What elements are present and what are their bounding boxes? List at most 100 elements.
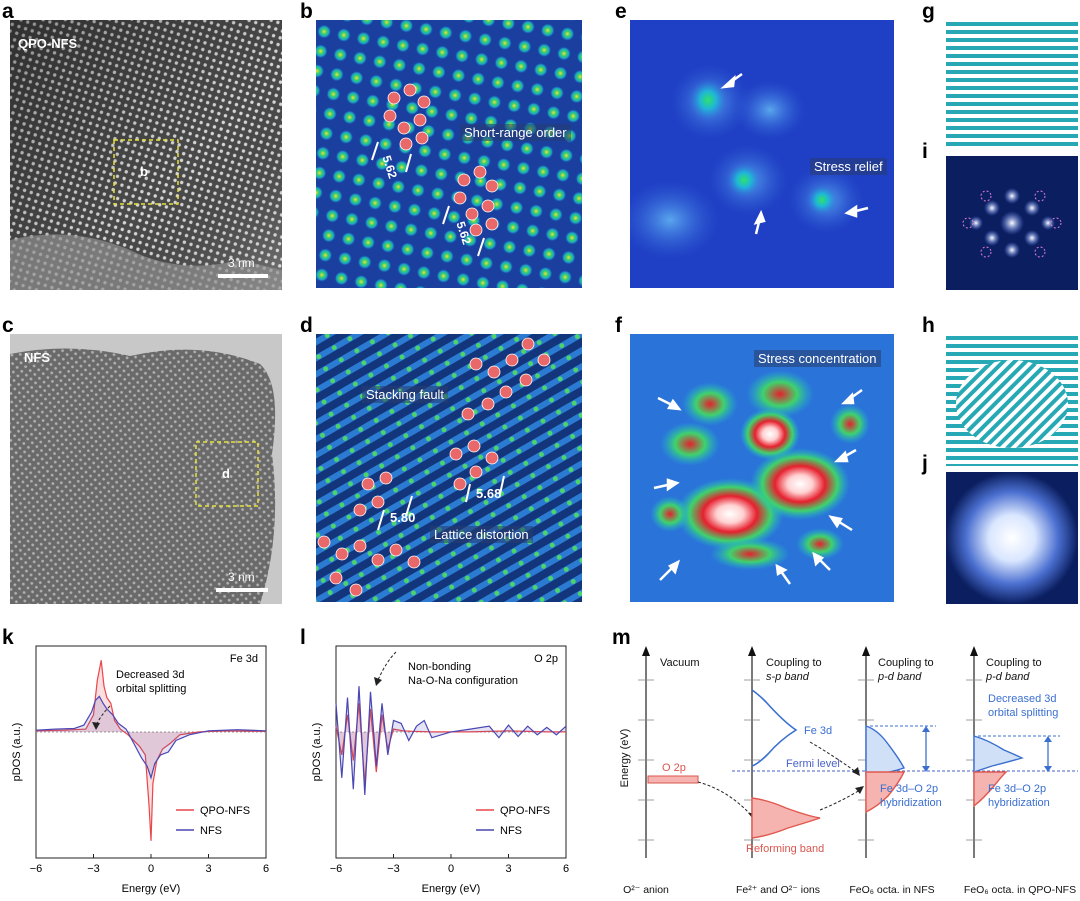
annotation-line-2: Na-O-Na configuration xyxy=(408,675,518,687)
panel-letter-g: g xyxy=(922,0,935,23)
atomic-map-short-range-order: Short-range order 5.62 5.62 xyxy=(316,20,582,288)
annotation-arrowhead xyxy=(92,722,100,730)
scale-bar-a xyxy=(218,274,268,278)
panel-letter-d: d xyxy=(300,314,313,337)
strain-map-stress-concentration: Stress concentration xyxy=(630,334,894,602)
col4-title-2: p-d band xyxy=(985,671,1030,683)
y-axis-label: pDOS (a.u.) xyxy=(11,723,23,782)
energy-axis xyxy=(642,646,650,858)
x-tick-label: 6 xyxy=(263,863,269,875)
pdos-chart-fe3d: −6 −3 0 3 6 Energy (eV) pDOS (a.u.) QPO-NFS NFS F… xyxy=(11,645,269,895)
zoom-box-label-b: b xyxy=(140,164,148,179)
series-line-nfs xyxy=(335,686,567,796)
decreased-line1: Decreased 3d xyxy=(988,693,1057,705)
label-short-range-order: Short-range order xyxy=(460,124,571,141)
x-label-3: FeO₆ octa. in NFS xyxy=(849,884,934,896)
scale-bar-c xyxy=(216,588,268,592)
label-stress-relief: Stress relief xyxy=(810,158,887,175)
chart-title: Fe 3d xyxy=(230,653,258,665)
panel-letter-j: j xyxy=(922,452,928,475)
vacuum-label: Vacuum xyxy=(660,657,700,669)
panel-letter-b: b xyxy=(300,0,313,23)
col4-title-1: Coupling to xyxy=(986,657,1042,669)
legend-label: QPO-NFS xyxy=(200,805,250,817)
series-line-qpo-nfs xyxy=(35,660,267,841)
hyb2-line1: Fe 3d–O 2p xyxy=(988,783,1046,795)
annotation-line-1: Non-bonding xyxy=(408,661,471,673)
y-axis-label: pDOS (a.u.) xyxy=(311,723,323,782)
col3-title-1: Coupling to xyxy=(878,657,934,669)
fringe-image-qpo-nfs xyxy=(946,20,1078,150)
fft-pattern-qpo-nfs xyxy=(946,156,1078,290)
chart-title: O 2p xyxy=(534,653,558,665)
fermi-level-label: Fermi level xyxy=(786,758,840,770)
x-tick-label: 6 xyxy=(563,863,569,875)
col3-title-2: p-d band xyxy=(877,671,922,683)
scale-bar-label-a: 3 nm xyxy=(228,256,255,270)
x-label-4: FeO₆ octa. in QPO-NFS xyxy=(964,884,1076,896)
hyb2-line2: hybridization xyxy=(988,797,1050,809)
x-tick-label: −3 xyxy=(87,863,100,875)
x-label-2: Fe²⁺ and O²⁻ ions xyxy=(736,884,820,896)
tem-image-qpo-nfs: QPO-NFS b 3 nm xyxy=(10,20,282,290)
legend-label: QPO-NFS xyxy=(500,805,550,817)
label-lattice-distortion: Lattice distortion xyxy=(430,526,533,543)
sample-label-nfs: NFS xyxy=(24,350,50,365)
distance-label-d1: 5.80 xyxy=(390,510,416,525)
series-fill-nfs xyxy=(36,696,266,778)
x-tick-label: 3 xyxy=(505,863,511,875)
panel-letter-h: h xyxy=(922,314,935,337)
tem-image-nfs: NFS d 3 nm xyxy=(10,334,282,604)
annotation-text: Decreased 3d orbital splitting xyxy=(116,669,186,695)
reforming-band-label: Reforming band xyxy=(746,843,824,855)
o2p-band-nfs xyxy=(865,771,906,814)
panel-letter-a: a xyxy=(2,0,14,23)
hyb1-line1: Fe 3d–O 2p xyxy=(880,783,938,795)
band-diagram: Energy (eV) Vacuum Coupling to s-p band … xyxy=(619,646,1078,896)
legend-label: NFS xyxy=(500,825,522,837)
fringe-image-nfs xyxy=(946,334,1078,466)
annotation-arrow xyxy=(377,651,397,681)
x-tick-label: 0 xyxy=(448,863,454,875)
panel-letter-l: l xyxy=(300,626,306,649)
legend-label: NFS xyxy=(200,825,222,837)
panel-letter-i: i xyxy=(922,140,928,163)
annotation-arrowhead xyxy=(374,677,382,686)
panel-letter-e: e xyxy=(615,0,627,23)
panel-letter-m: m xyxy=(612,626,631,649)
x-tick-label: 0 xyxy=(148,863,154,875)
x-axis-label: Energy (eV) xyxy=(122,883,181,895)
annotation-line-2: orbital splitting xyxy=(116,683,186,695)
fe3d-label: Fe 3d xyxy=(804,725,832,737)
fe3d-band-qpo xyxy=(973,735,1024,773)
o2p-arrow xyxy=(697,781,753,817)
x-tick-label: −3 xyxy=(387,863,400,875)
pdos-chart-o2p: −6 −3 0 3 6 Energy (eV) pDOS (a.u.) QPO-NFS NFS O… xyxy=(311,645,569,895)
column-arrows xyxy=(748,646,978,656)
o2p-level xyxy=(647,775,699,784)
series-line-nfs xyxy=(35,695,267,780)
label-stress-concentration: Stress concentration xyxy=(754,350,881,367)
label-stacking-fault: Stacking fault xyxy=(362,386,449,403)
zoom-box-label-d: d xyxy=(222,466,230,481)
fe3d-band-nfs xyxy=(865,725,905,777)
series-fill-qpo-nfs xyxy=(36,660,266,841)
annotation-text: Non-bonding Na-O-Na configuration xyxy=(408,661,518,687)
panel-letter-c: c xyxy=(2,314,14,337)
decreased-line2: orbital splitting xyxy=(988,707,1058,719)
x-tick-label: −6 xyxy=(330,863,343,875)
x-tick-label: −6 xyxy=(30,863,43,875)
strain-map-stress-relief: Stress relief xyxy=(630,20,894,288)
panel-letter-k: k xyxy=(2,626,14,649)
reforming-band xyxy=(751,797,821,839)
col2-title-1: Coupling to xyxy=(766,657,822,669)
x-tick-label: 3 xyxy=(205,863,211,875)
fft-pattern-nfs xyxy=(946,472,1078,604)
hyb1-line2: hybridization xyxy=(880,797,942,809)
o2p-label: O 2p xyxy=(662,762,686,774)
x-axis-label: Energy (eV) xyxy=(422,883,481,895)
sample-label-qpo-nfs: QPO-NFS xyxy=(18,36,78,51)
annotation-line-1: Decreased 3d xyxy=(116,669,185,681)
x-label-1: O²⁻ anion xyxy=(623,884,669,896)
atomic-map-stacking-fault: Stacking fault Lattice distortion 5.80 5… xyxy=(316,334,582,602)
